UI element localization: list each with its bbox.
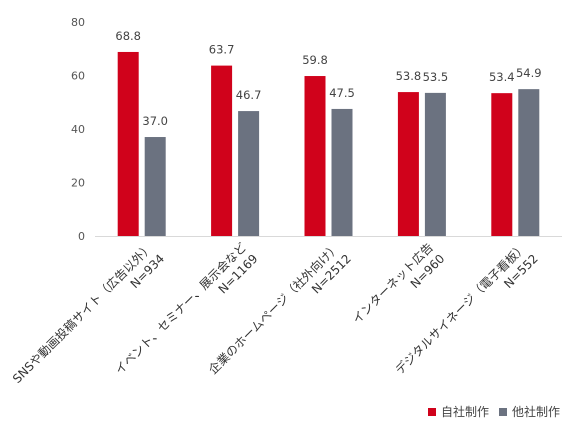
data-label-4-1: 54.9 (516, 66, 542, 80)
y-tick-label-4: 80 (71, 16, 85, 29)
legend-item-series-0: 自社制作 (428, 403, 489, 420)
bar-4-1 (518, 89, 540, 236)
y-tick-label-1: 20 (71, 177, 85, 190)
x-tick-label-0: SNSや動画投稿サイト（広告以外）N=934 (9, 240, 167, 387)
legend: 自社制作 他社制作 (428, 403, 560, 420)
bar-2-1 (331, 108, 353, 236)
data-label-0-1: 37.0 (142, 114, 168, 128)
bar-3-1 (424, 92, 446, 236)
bar-3-0 (397, 92, 419, 237)
data-label-1-1: 46.7 (236, 88, 262, 102)
bar-0-0 (117, 51, 139, 237)
data-label-2-0: 59.8 (302, 53, 328, 67)
legend-label-series-1: 他社制作 (512, 405, 561, 419)
bar-0-1 (144, 137, 166, 236)
bar-1-1 (238, 111, 260, 236)
y-tick-label-3: 60 (71, 70, 85, 83)
bar-2-0 (304, 76, 326, 236)
legend-swatch-series-0 (428, 407, 436, 416)
data-label-0-0: 68.8 (115, 29, 141, 43)
legend-swatch-series-1 (499, 407, 508, 416)
bar-1-0 (211, 65, 233, 236)
data-label-3-1: 53.5 (423, 70, 449, 84)
legend-label-series-0: 自社制作 (441, 405, 490, 419)
data-label-2-1: 47.5 (329, 86, 355, 100)
data-label-1-0: 63.7 (209, 43, 235, 57)
y-tick-label-0: 0 (78, 230, 85, 243)
legend-item-series-1: 他社制作 (499, 403, 560, 420)
y-tick-label-2: 40 (71, 123, 85, 136)
data-label-4-0: 53.4 (489, 70, 515, 84)
bar-4-0 (491, 93, 513, 236)
data-label-3-0: 53.8 (396, 69, 422, 83)
